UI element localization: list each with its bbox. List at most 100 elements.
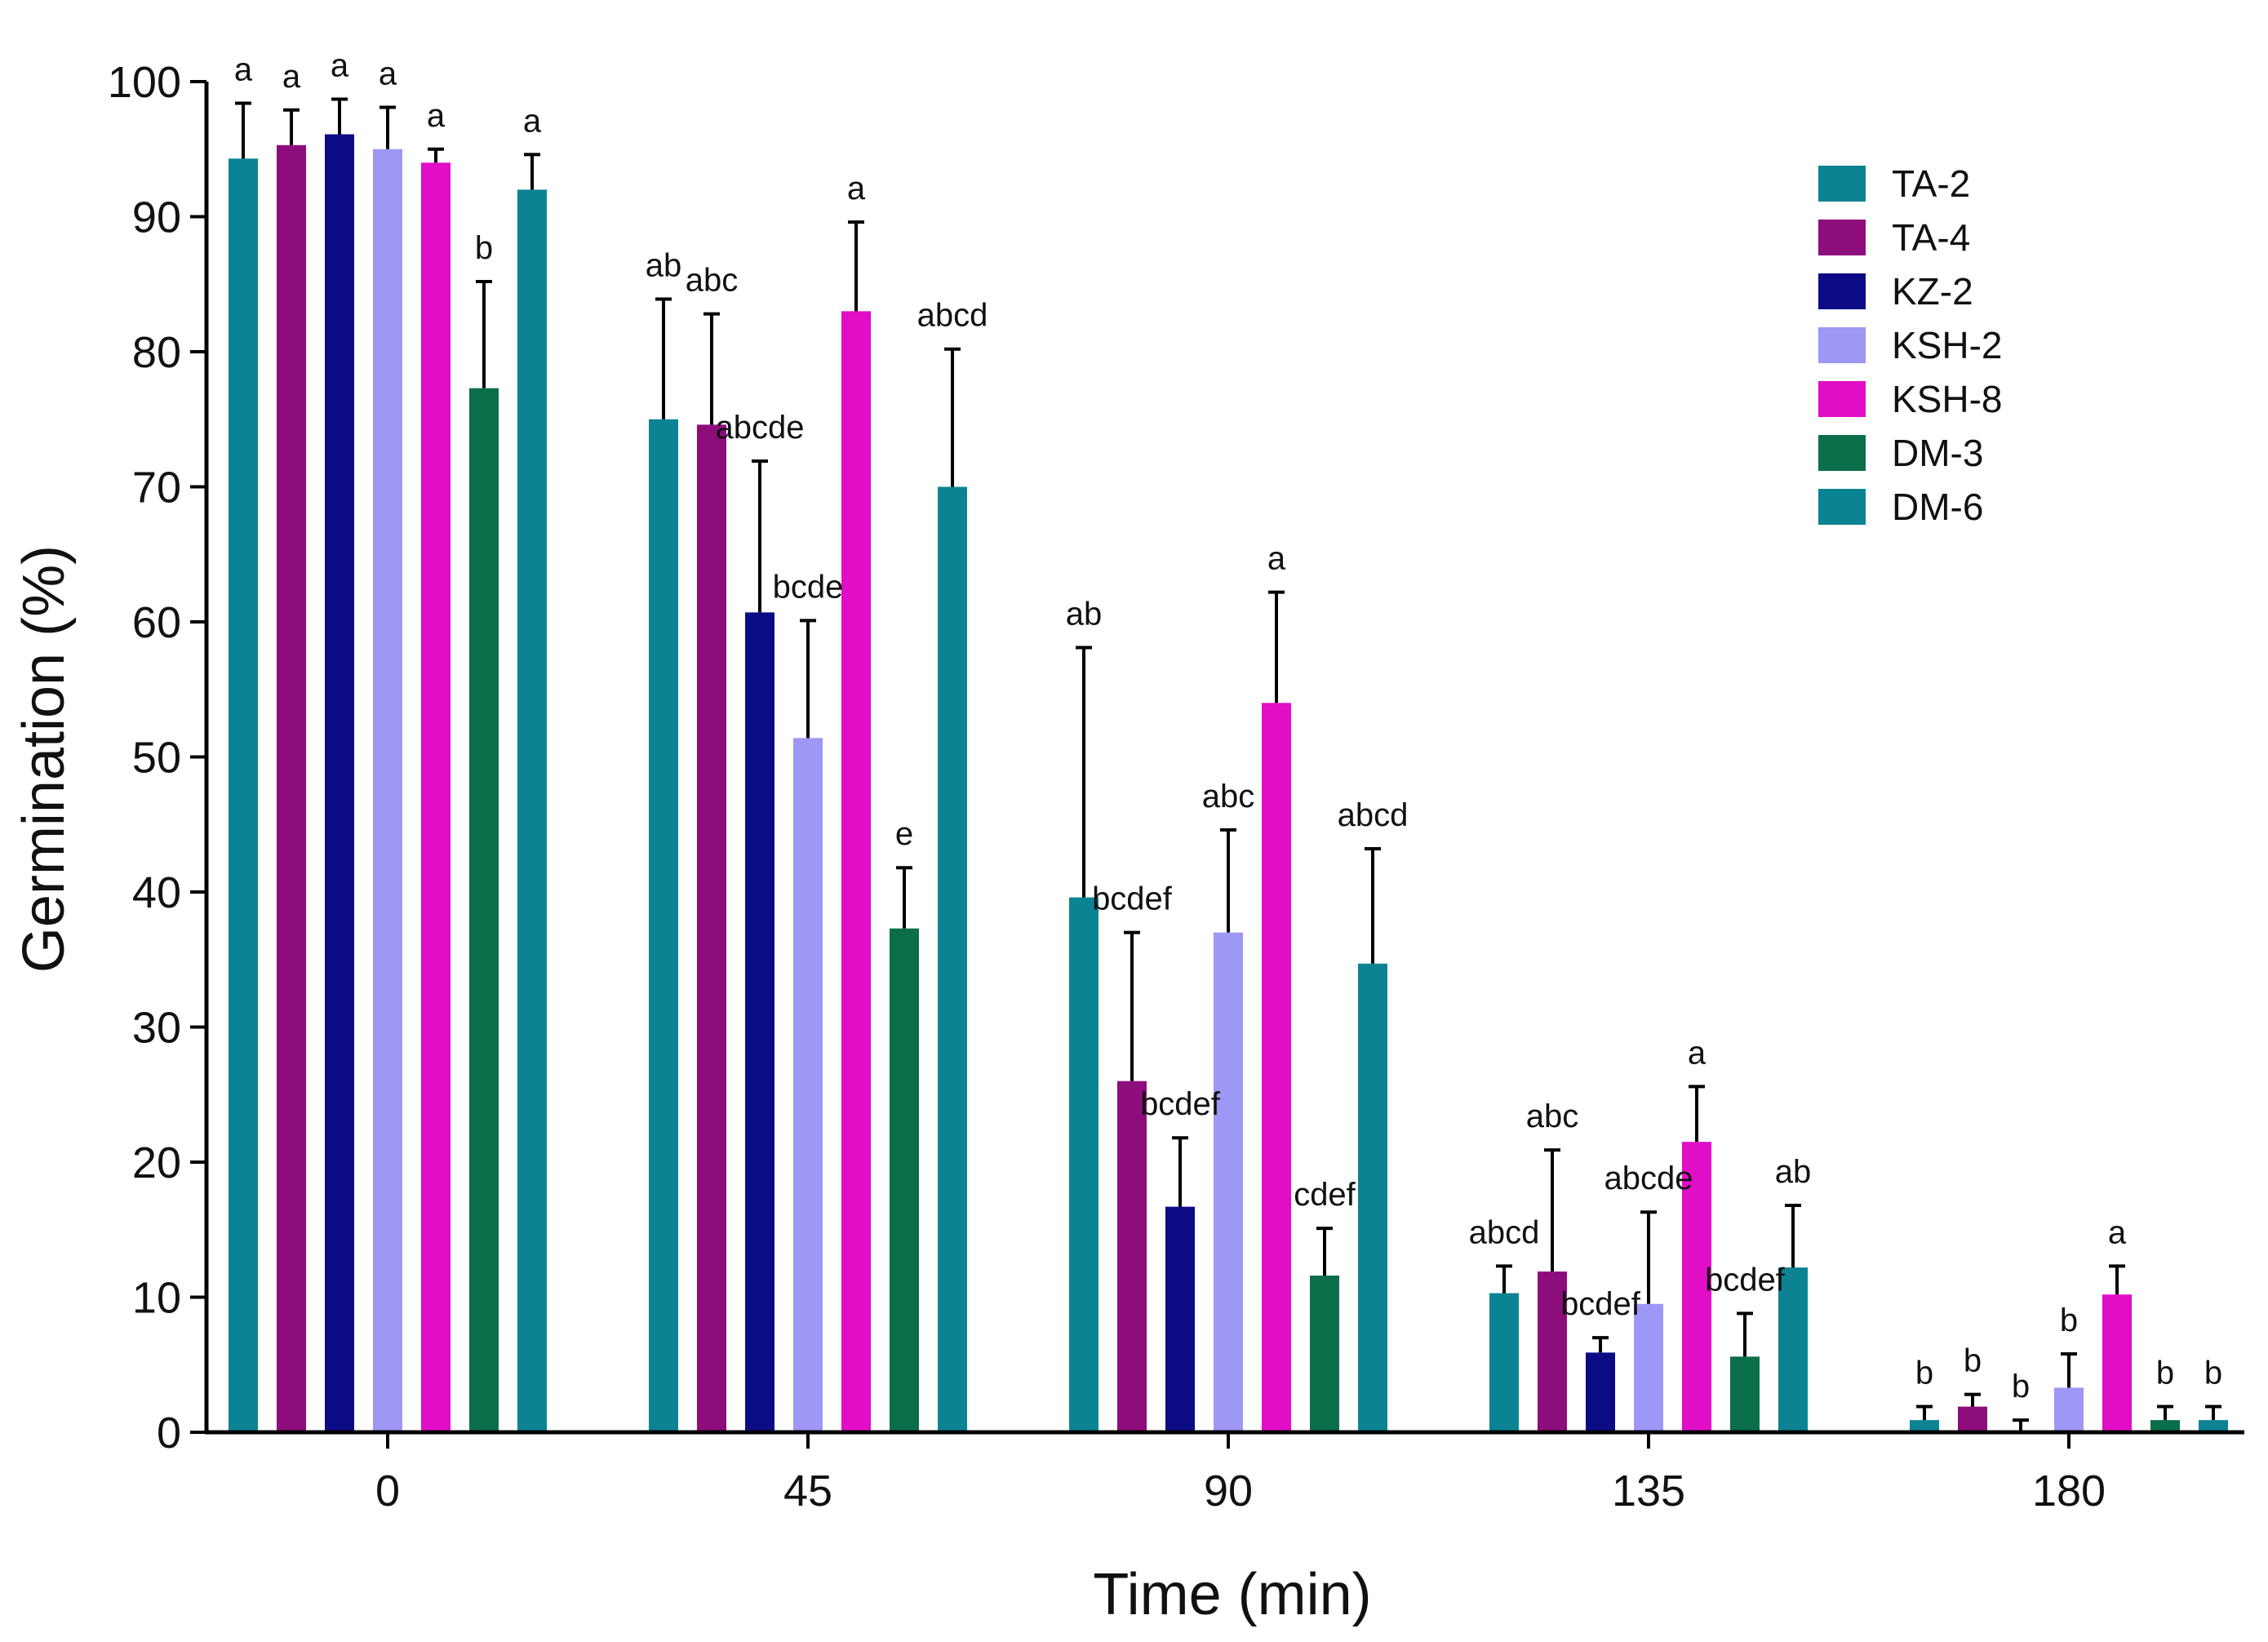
sig-label-ta-2-t0: a: [234, 51, 253, 87]
legend-label-dm-6: DM-6: [1892, 486, 1983, 528]
legend-label-ta-4: TA-4: [1892, 216, 1970, 259]
legend-swatch-kz-2: [1818, 273, 1866, 309]
y-tick-label: 30: [132, 1004, 181, 1053]
y-tick-label: 40: [132, 868, 181, 917]
x-axis-title: Time (min): [1093, 1562, 1371, 1627]
sig-label-ta-4-t0: a: [282, 59, 301, 95]
sig-label-ksh-2-t0: a: [379, 55, 397, 91]
bar-ksh-8-t180: [2102, 1294, 2132, 1432]
x-tick-label: 180: [2032, 1467, 2106, 1516]
x-tick-label: 45: [783, 1467, 832, 1516]
y-tick-label: 70: [132, 464, 181, 513]
legend-swatch-dm-6: [1818, 489, 1866, 525]
bar-ta-2-t135: [1489, 1293, 1519, 1432]
y-axis-title: Germination (%): [11, 545, 77, 973]
bar-dm-6-t90: [1358, 963, 1387, 1432]
bar-ta-4-t0: [277, 144, 306, 1432]
sig-label-ksh-8-t180: a: [2108, 1214, 2127, 1250]
bar-ta-2-t180: [1910, 1420, 1939, 1432]
sig-label-dm-6-t45: abcd: [917, 298, 988, 334]
bar-ta-4-t90: [1117, 1081, 1147, 1432]
bar-dm-3-t180: [2150, 1420, 2180, 1432]
y-tick-label: 80: [132, 328, 181, 377]
legend-swatch-ta-2: [1818, 166, 1866, 202]
bar-ta-4-t135: [1538, 1271, 1567, 1432]
bar-ksh-2-t0: [373, 149, 402, 1432]
bars-layer: [229, 134, 2228, 1433]
sig-label-ta-4-t45: abc: [686, 263, 739, 299]
x-tick-label: 135: [1612, 1467, 1685, 1516]
bar-ksh-2-t135: [1634, 1303, 1663, 1432]
y-tick-label: 10: [132, 1274, 181, 1323]
sig-label-dm-6-t135: ab: [1775, 1154, 1812, 1190]
sig-label-ksh-8-t45: a: [847, 171, 866, 206]
sig-label-ksh-2-t135: abcde: [1604, 1160, 1693, 1196]
y-tick-label: 0: [157, 1409, 181, 1458]
bar-ksh-2-t90: [1214, 932, 1243, 1432]
bar-dm-3-t0: [469, 388, 499, 1432]
sig-label-dm-3-t0: b: [475, 230, 493, 266]
y-tick-label: 50: [132, 734, 181, 783]
bar-dm-3-t90: [1310, 1276, 1339, 1432]
bar-kz-2-t90: [1165, 1206, 1195, 1432]
legend-swatch-ksh-8: [1818, 381, 1866, 417]
sig-label-dm-3-t90: cdef: [1294, 1177, 1356, 1213]
bar-ksh-8-t135: [1682, 1142, 1711, 1432]
bar-ta-2-t90: [1069, 897, 1098, 1432]
sig-label-ta-4-t180: b: [1964, 1343, 1982, 1379]
sig-label-ta-2-t90: ab: [1066, 596, 1103, 632]
sig-label-ta-2-t180: b: [1915, 1356, 1933, 1391]
bar-ksh-8-t0: [421, 162, 450, 1432]
bar-kz-2-t0: [325, 134, 354, 1432]
x-ticks: 0 45 90 135 180: [375, 1432, 2106, 1516]
legend-label-dm-3: DM-3: [1892, 432, 1983, 474]
bar-dm-6-t45: [938, 486, 967, 1432]
x-tick-label: 90: [1204, 1467, 1253, 1516]
legend-label-ksh-8: KSH-8: [1892, 378, 2002, 420]
legend-swatch-dm-3: [1818, 435, 1866, 471]
sig-label-dm-6-t180: b: [2204, 1356, 2222, 1391]
y-tick-label: 20: [132, 1138, 181, 1187]
bar-dm-6-t0: [517, 189, 547, 1432]
bar-ta-4-t45: [697, 424, 726, 1432]
bar-kz-2-t45: [745, 612, 774, 1432]
sig-label-ksh-8-t0: a: [427, 98, 446, 134]
sig-label-ksh-2-t180: b: [2060, 1303, 2078, 1338]
bar-ta-2-t0: [229, 158, 258, 1433]
significance-labels-layer: aabababcdbaabcbcdefabcbaabcdebcdefbcdefb…: [234, 48, 2222, 1405]
legend-label-ta-2: TA-2: [1892, 162, 1970, 205]
bar-kz-2-t135: [1586, 1352, 1615, 1432]
sig-label-dm-6-t0: a: [523, 103, 542, 139]
sig-label-dm-3-t135: bcdef: [1705, 1262, 1786, 1298]
sig-label-dm-3-t180: b: [2156, 1356, 2174, 1391]
legend-swatch-ksh-2: [1818, 327, 1866, 363]
sig-label-dm-3-t45: e: [895, 816, 913, 852]
sig-label-kz-2-t135: bcdef: [1560, 1286, 1641, 1322]
legend-swatch-ta-4: [1818, 220, 1866, 255]
sig-label-ta-2-t135: abcd: [1469, 1214, 1540, 1250]
bar-dm-3-t45: [890, 928, 919, 1432]
y-tick-label: 90: [132, 193, 181, 242]
sig-label-ksh-2-t90: abc: [1202, 779, 1255, 814]
sig-label-ksh-8-t90: a: [1267, 541, 1286, 577]
y-ticks: 0 10 20 30 40 50 60 70 80 90 100: [108, 58, 206, 1458]
error-bars-layer: [235, 97, 2221, 1432]
sig-label-kz-2-t45: abcde: [716, 410, 805, 446]
legend: TA-2 TA-4 KZ-2 KSH-2 KSH-8 DM-3 DM-6: [1818, 162, 2002, 528]
sig-label-kz-2-t0: a: [331, 48, 349, 84]
bar-ksh-2-t45: [793, 738, 823, 1432]
bar-ta-4-t180: [1958, 1406, 1987, 1432]
sig-label-kz-2-t90: bcdef: [1140, 1086, 1221, 1122]
sig-label-ta-4-t90: bcdef: [1092, 881, 1173, 917]
legend-label-ksh-2: KSH-2: [1892, 324, 2002, 366]
y-tick-label: 60: [132, 598, 181, 647]
bar-ksh-8-t90: [1262, 703, 1291, 1432]
sig-label-ksh-8-t135: a: [1688, 1035, 1707, 1071]
bar-ksh-2-t180: [2054, 1387, 2084, 1432]
sig-label-ksh-2-t45: bcde: [773, 569, 844, 605]
sig-label-dm-6-t90: abcd: [1338, 797, 1409, 833]
bar-ta-2-t45: [649, 419, 678, 1432]
x-tick-label: 0: [375, 1467, 400, 1516]
bar-dm-6-t180: [2199, 1420, 2228, 1432]
